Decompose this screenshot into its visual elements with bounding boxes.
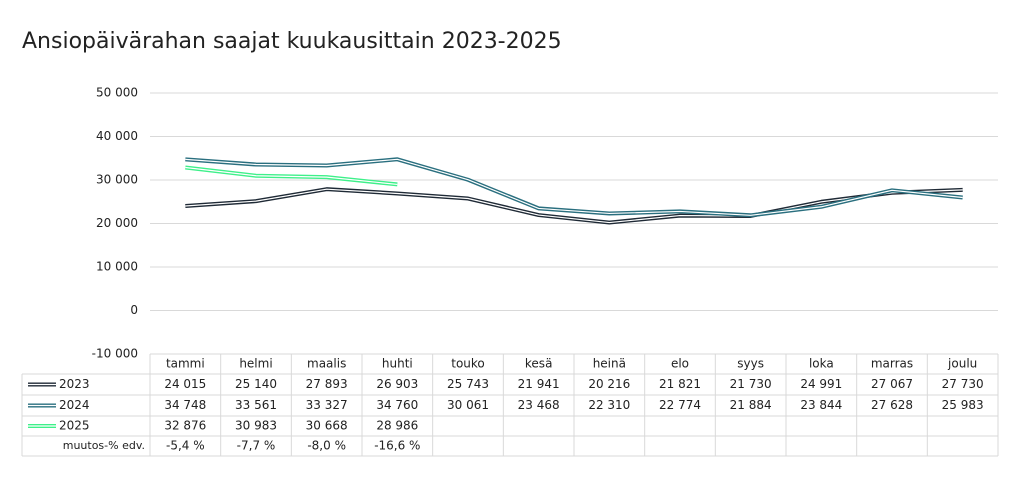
x-tick-label: touko — [451, 357, 485, 371]
table-row-label: muutos-% edv. — [63, 439, 145, 452]
y-tick-label: 30 000 — [96, 173, 138, 187]
x-tick-label: tammi — [166, 357, 205, 371]
table-value: 27 628 — [871, 398, 913, 412]
table-value: 24 991 — [800, 377, 842, 391]
legend-label: 2025 — [59, 419, 90, 433]
y-tick-label: 0 — [130, 303, 138, 317]
table-value: 28 986 — [376, 419, 418, 433]
table-value: 25 743 — [447, 377, 489, 391]
table-value: -5,4 % — [166, 439, 205, 453]
series-line-highlight — [185, 188, 963, 224]
table-value: 25 140 — [235, 377, 277, 391]
table-value: 27 730 — [942, 377, 984, 391]
table-value: -16,6 % — [374, 439, 420, 453]
table-value: 20 216 — [588, 377, 630, 391]
table-value: 21 941 — [518, 377, 560, 391]
x-tick-label: huhti — [382, 357, 413, 371]
x-tick-label: helmi — [239, 357, 272, 371]
table-value: 30 061 — [447, 398, 489, 412]
table-value: -7,7 % — [237, 439, 276, 453]
y-tick-label: 20 000 — [96, 216, 138, 230]
legend-label: 2024 — [59, 398, 90, 412]
series-line-highlight — [185, 158, 963, 216]
table-value: 33 561 — [235, 398, 277, 412]
table-value: 30 668 — [306, 419, 348, 433]
x-tick-label: marras — [871, 357, 913, 371]
y-tick-label: -10 000 — [92, 347, 138, 361]
x-tick-label: kesä — [525, 357, 553, 371]
table-value: 34 748 — [164, 398, 206, 412]
x-tick-label: joulu — [947, 357, 977, 371]
table-value: 25 983 — [942, 398, 984, 412]
table-value: 21 730 — [730, 377, 772, 391]
x-tick-label: heinä — [593, 357, 626, 371]
x-tick-label: loka — [809, 357, 834, 371]
table-value: 21 821 — [659, 377, 701, 391]
table-value: 32 876 — [164, 419, 206, 433]
legend-label: 2023 — [59, 377, 90, 391]
table-value: 33 327 — [306, 398, 348, 412]
series-line — [185, 157, 963, 218]
y-tick-label: 40 000 — [96, 129, 138, 143]
x-tick-label: syys — [737, 357, 764, 371]
table-value: 26 903 — [376, 377, 418, 391]
table-value: 30 983 — [235, 419, 277, 433]
table-value: -8,0 % — [307, 439, 346, 453]
table-value: 27 067 — [871, 377, 913, 391]
x-tick-label: maalis — [307, 357, 346, 371]
table-value: 27 893 — [306, 377, 348, 391]
table-value: 22 310 — [588, 398, 630, 412]
x-tick-label: elo — [671, 357, 689, 371]
table-value: 22 774 — [659, 398, 701, 412]
series-line — [185, 187, 963, 225]
y-tick-label: 10 000 — [96, 260, 138, 274]
table-value: 34 760 — [376, 398, 418, 412]
table-value: 23 844 — [800, 398, 842, 412]
y-tick-label: 50 000 — [96, 86, 138, 100]
table-value: 24 015 — [164, 377, 206, 391]
chart-title: Ansiopäivärahan saajat kuukausittain 202… — [22, 29, 562, 54]
table-value: 21 884 — [730, 398, 772, 412]
series-line-highlight — [185, 166, 398, 186]
table-value: 23 468 — [518, 398, 560, 412]
